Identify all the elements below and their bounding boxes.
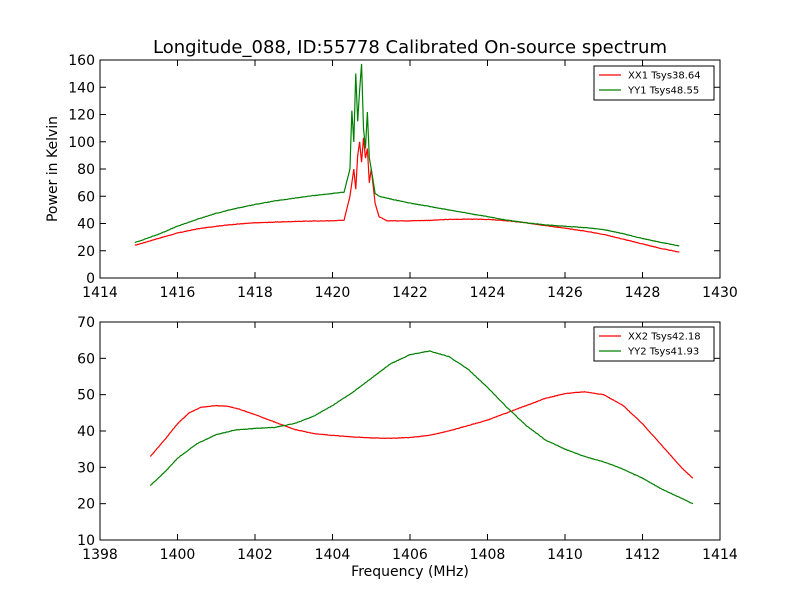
y-tick-label: 140 xyxy=(68,80,95,96)
legend-label: XX1 Tsys38.64 xyxy=(628,71,701,82)
series-line-yy1 xyxy=(134,63,680,247)
y-tick-label: 40 xyxy=(77,424,95,440)
x-tick-label: 1420 xyxy=(315,285,351,301)
x-tick-label: 1430 xyxy=(702,285,738,301)
x-tick-label: 1406 xyxy=(392,547,428,563)
x-tick-label: 1414 xyxy=(702,547,738,563)
x-tick-label: 1408 xyxy=(470,547,506,563)
y-tick-label: 40 xyxy=(77,217,95,233)
x-tick-label: 1422 xyxy=(392,285,428,301)
y-tick-label: 120 xyxy=(68,108,95,124)
x-tick-label: 1400 xyxy=(160,547,196,563)
y-tick-label: 60 xyxy=(77,189,95,205)
x-tick-label: 1412 xyxy=(625,547,661,563)
x-tick-label: 1424 xyxy=(470,285,506,301)
x-tick-label: 1398 xyxy=(82,547,118,563)
x-tick-label: 1428 xyxy=(625,285,661,301)
top-spectrum-panel: 1414 1416 1418 1420 1422 1424 1426 1428 1430 0 20 4… xyxy=(45,53,738,301)
y-tick-label: 50 xyxy=(77,388,95,404)
y-tick-label: 20 xyxy=(77,244,95,260)
y-tick-label: 100 xyxy=(68,135,95,151)
y-tick-label: 20 xyxy=(77,497,95,513)
legend-label: XX2 Tsys42.18 xyxy=(628,332,701,343)
y-tick-label: 80 xyxy=(77,162,95,178)
chart-title: Longitude_088, ID:55778 Calibrated On-so… xyxy=(153,37,667,58)
x-axis-label: Frequency (MHz) xyxy=(351,564,469,580)
x-tick-label: 1418 xyxy=(237,285,273,301)
x-tick-label: 1416 xyxy=(160,285,196,301)
legend-box xyxy=(593,65,715,101)
x-tick-label: 1414 xyxy=(82,285,118,301)
y-tick-label: 160 xyxy=(68,53,95,69)
bottom-spectrum-panel: 1398 1400 1402 1404 1406 1408 1410 1412 1414 10 20… xyxy=(77,315,738,580)
series-line-xx2 xyxy=(149,391,694,479)
legend-label: YY2 Tsys41.93 xyxy=(627,347,699,358)
series-line-xx1 xyxy=(134,137,680,253)
series-line-yy2 xyxy=(149,350,694,505)
x-tick-label: 1404 xyxy=(315,547,351,563)
legend-box xyxy=(593,326,715,362)
x-tick-label: 1426 xyxy=(547,285,583,301)
y-tick-label: 30 xyxy=(77,460,95,476)
y-tick-label: 10 xyxy=(77,533,95,549)
legend-label: YY1 Tsys48.55 xyxy=(627,86,699,97)
x-tick-label: 1402 xyxy=(237,547,273,563)
y-tick-label: 0 xyxy=(86,271,95,287)
y-tick-label: 60 xyxy=(77,351,95,367)
y-tick-label: 70 xyxy=(77,315,95,331)
x-tick-label: 1410 xyxy=(547,547,583,563)
y-axis-label: Power in Kelvin xyxy=(45,116,61,222)
